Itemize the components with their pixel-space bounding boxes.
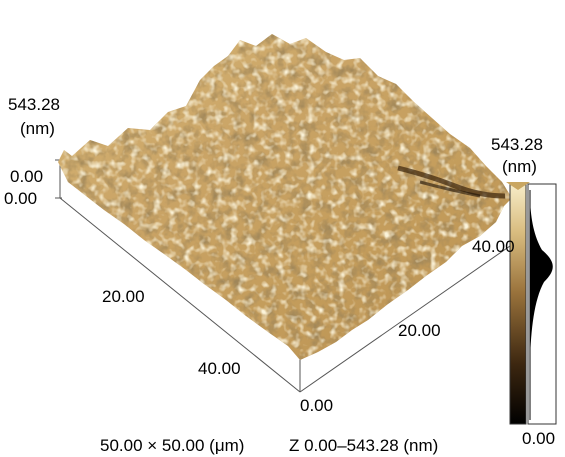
y-axis-end-label: 40.00	[472, 237, 515, 256]
height-histogram	[527, 183, 557, 425]
caption-z-range: Z 0.00–543.28 (nm)	[289, 436, 439, 455]
surface	[58, 34, 512, 360]
y-axis-origin-label: 0.00	[300, 396, 334, 415]
colorbar-min-label: 0.00	[522, 429, 556, 448]
z-axis-unit-label: (nm)	[20, 119, 55, 138]
colorbar-unit-label: (nm)	[502, 157, 537, 176]
x-axis-end-label: 40.00	[198, 359, 241, 378]
z-axis-max-label: 543.28	[8, 95, 60, 114]
colorbar	[506, 182, 530, 425]
z-axis-min-top-label: 0.00	[10, 167, 44, 186]
colorbar-max-label: 543.28	[491, 135, 543, 154]
y-axis-mid-label: 20.00	[398, 321, 441, 340]
x-axis-mid-label: 20.00	[102, 287, 145, 306]
caption-scan-size: 50.00 × 50.00 (μm)	[100, 436, 245, 455]
axis-lines	[55, 159, 511, 393]
z-axis-min-bottom-label: 0.00	[4, 189, 38, 208]
